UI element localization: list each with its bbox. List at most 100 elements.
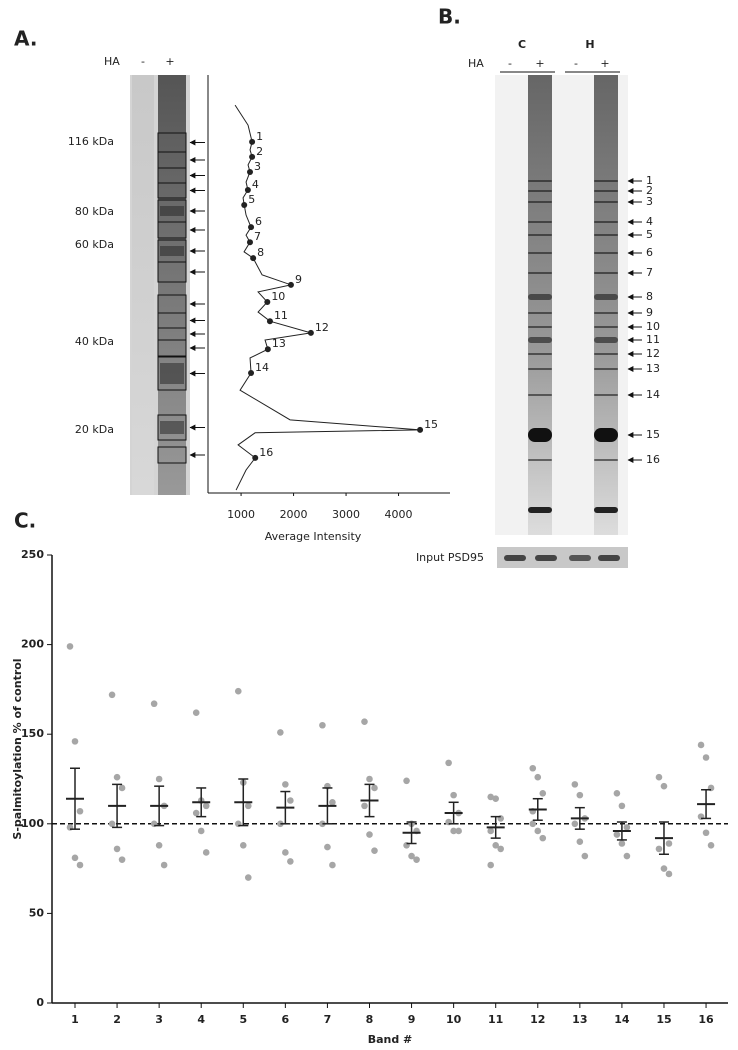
dot (655, 773, 663, 781)
dot (529, 764, 537, 772)
x-tick-label: 14 (614, 1013, 630, 1026)
treatment-label: HA (104, 55, 120, 68)
panel-label: C. (14, 509, 36, 533)
band-label: 3 (646, 195, 653, 208)
dot (192, 709, 200, 716)
dot (371, 847, 378, 854)
peak-label: 8 (257, 246, 264, 259)
peak-label: 7 (254, 230, 261, 243)
peak-label: 15 (424, 418, 438, 431)
dot (492, 795, 500, 803)
x-tick-label: 2000 (280, 508, 308, 521)
dot (571, 781, 579, 788)
band-boxes (157, 132, 205, 464)
x-axis-title: Average Intensity (265, 530, 362, 543)
dot (366, 775, 373, 783)
dot (702, 754, 710, 761)
band-label: 7 (646, 266, 653, 279)
dot (408, 852, 415, 860)
peak-label: 16 (259, 446, 273, 459)
gel-band (528, 326, 552, 328)
x-tick-label: 15 (656, 1013, 671, 1026)
dot (623, 824, 631, 831)
dot (277, 729, 284, 736)
dot (76, 807, 84, 815)
dot (361, 718, 368, 725)
dot (113, 773, 121, 781)
dot (71, 738, 79, 745)
peak-label: 1 (256, 130, 263, 143)
band-label: 12 (646, 347, 660, 360)
dot (234, 687, 242, 695)
profile-line (234, 104, 421, 491)
dot (697, 741, 705, 749)
peak-label: 9 (295, 273, 302, 286)
x-axis-title: Band # (368, 1033, 413, 1046)
gel-band (594, 190, 618, 192)
y-axis-title: S-palmitoylation % of control (11, 658, 24, 839)
gel-band (594, 201, 618, 203)
dot (108, 820, 116, 828)
gel-band (594, 221, 618, 223)
gel-band (594, 353, 618, 355)
gel-band (594, 326, 618, 328)
dot (329, 798, 336, 806)
dot (197, 827, 205, 835)
dot (539, 834, 547, 842)
peak-point (307, 329, 314, 336)
dot (282, 849, 289, 856)
dot (702, 829, 710, 837)
gel-band (528, 394, 552, 396)
gel-band (528, 507, 552, 513)
dot (450, 791, 457, 799)
dot (665, 870, 673, 878)
y-tick-label: 50 (29, 906, 45, 919)
gel-lane (132, 75, 154, 495)
gel-band (528, 201, 552, 203)
gel-band (528, 337, 552, 343)
blot-band (504, 555, 526, 561)
dot (76, 861, 84, 869)
gel-band (594, 180, 618, 182)
x-tick-label: 6 (282, 1013, 290, 1026)
peak-point (264, 346, 271, 353)
dot-plot: 0 50 100 150 200 250 S-palmitoylation % of con… (11, 548, 728, 1046)
dot (623, 852, 631, 860)
dot (571, 820, 579, 828)
peak-label: 10 (271, 290, 285, 303)
dot (529, 820, 537, 828)
band-box (157, 261, 187, 283)
x-tick-label: 16 (698, 1013, 714, 1026)
dot (202, 849, 210, 856)
dot (287, 797, 294, 804)
band-label: 2 (646, 184, 653, 197)
band-label: 13 (646, 362, 660, 375)
dot (445, 759, 452, 767)
dot (118, 784, 126, 792)
dot (450, 827, 457, 835)
x-tick-label: 11 (488, 1013, 503, 1026)
gel-band (594, 234, 618, 236)
x-tick-label: 13 (572, 1013, 587, 1026)
dot (371, 784, 378, 792)
peak-point (264, 298, 271, 305)
dot (366, 831, 373, 838)
input-blot (497, 547, 628, 568)
peak-point (248, 224, 255, 231)
peak-point (246, 168, 253, 175)
dot (613, 831, 621, 838)
band-box (157, 182, 187, 199)
group-label: H (585, 38, 594, 51)
gel-lane (528, 75, 552, 535)
band-label: 15 (646, 428, 660, 441)
gel-band (528, 368, 552, 370)
gel-band (594, 312, 618, 314)
dot (361, 802, 368, 810)
dot (244, 802, 252, 810)
gel-band (594, 459, 618, 461)
y-tick-label: 200 (21, 638, 44, 651)
dot (319, 721, 326, 729)
marker-label: 116 kDa (68, 135, 114, 148)
gel-band (528, 272, 552, 274)
